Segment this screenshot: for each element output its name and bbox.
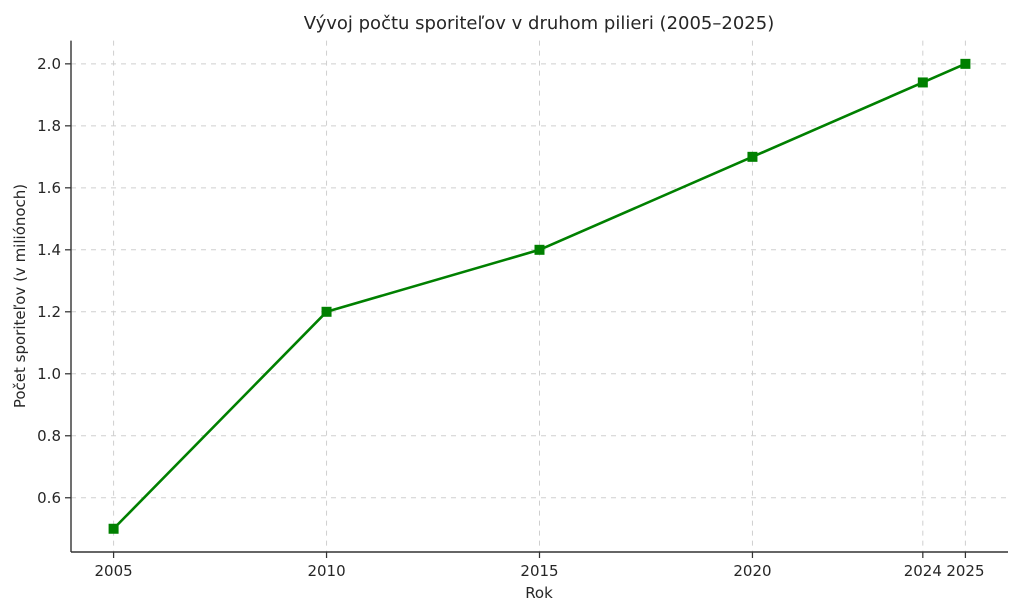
x-axis-label: Rok <box>525 584 553 602</box>
data-point-marker <box>534 244 545 255</box>
y-tick-label: 2.0 <box>37 55 61 73</box>
y-tick-label: 1.4 <box>37 241 61 259</box>
gridlines <box>71 40 1008 552</box>
y-tick-label: 0.8 <box>37 427 61 445</box>
data-point-marker <box>321 306 332 317</box>
y-tick-label: 1.2 <box>37 303 61 321</box>
x-tick-label: 2020 <box>733 562 771 580</box>
data-point-marker <box>108 523 119 534</box>
x-tick-label: 2005 <box>94 562 132 580</box>
y-tick-label: 1.0 <box>37 365 61 383</box>
data-series <box>108 58 971 534</box>
x-tick-label: 2025 <box>946 562 984 580</box>
x-tick-label: 2024 <box>904 562 942 580</box>
data-point-marker <box>917 77 928 88</box>
x-tick-label: 2010 <box>307 562 345 580</box>
y-tick-label: 1.6 <box>37 179 61 197</box>
y-axis-label: Počet sporiteľov (v miliónoch) <box>11 184 29 408</box>
y-tick-label: 0.6 <box>37 489 61 507</box>
data-point-marker <box>747 151 758 162</box>
x-tick-label: 2015 <box>520 562 558 580</box>
tick-labels: 2005 2010 2015 2020 2024 2025 0.6 0.8 1.0 1.2 1.4 1… <box>37 55 984 580</box>
chart-title: Vývoj počtu sporiteľov v druhom pilieri … <box>304 13 774 34</box>
data-line <box>112 62 967 531</box>
y-tick-label: 1.8 <box>37 117 61 135</box>
tick-marks <box>65 63 967 558</box>
data-point-marker <box>960 58 971 69</box>
